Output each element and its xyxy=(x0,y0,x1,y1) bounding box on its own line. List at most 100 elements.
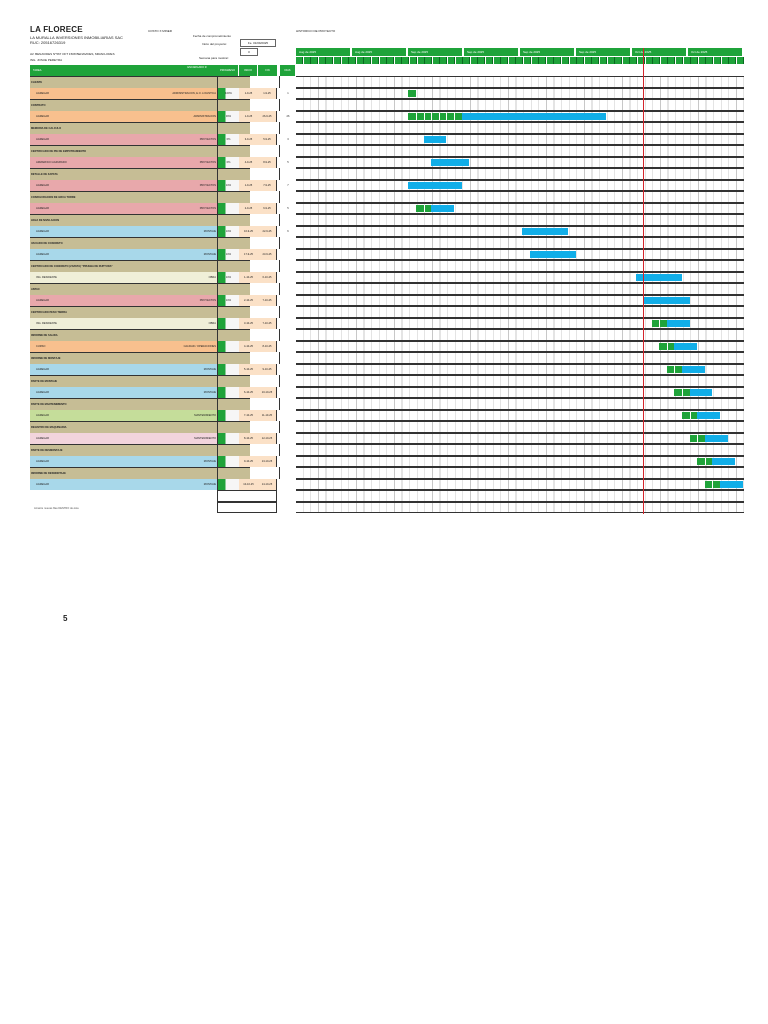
task-start[interactable]: 1-10-25 xyxy=(239,271,258,283)
section-row[interactable]: CONFIGURACION DE GRUA TORRE xyxy=(30,191,744,203)
section-row[interactable]: DETALLE DE ZAPATA xyxy=(30,168,744,180)
task-row[interactable]: AGREGAR MANTENIMIENTO 8-10-25 12-10-25 xyxy=(30,432,744,444)
task-name[interactable]: CURSO xyxy=(30,340,217,352)
progress-bar-pending[interactable] xyxy=(666,319,690,327)
progress-bar-done[interactable] xyxy=(408,89,416,97)
task-name[interactable]: AGREGAR xyxy=(30,294,217,306)
section-row[interactable]: CERTIFICADO DE CONCRETO (ZAPATA) "PRUEBA… xyxy=(30,260,744,272)
task-name[interactable]: AGREGAR xyxy=(30,133,217,145)
progress-bar-pending[interactable] xyxy=(682,365,705,373)
task-name[interactable]: ING. RESIDENTE xyxy=(30,271,217,283)
task-end[interactable]: 5-9-25 xyxy=(258,133,277,145)
task-end[interactable]: 13-10-25 xyxy=(258,455,277,467)
task-start[interactable]: 7-10-25 xyxy=(239,409,258,421)
section-row[interactable]: CLIENTE xyxy=(30,76,744,88)
task-start[interactable]: 6-10-25 xyxy=(239,386,258,398)
task-end[interactable]: 1-9-25 xyxy=(258,87,277,99)
task-row[interactable]: AGREGAR PROYECTOS 10% 2-10-25 7-10-25 xyxy=(30,294,744,306)
task-row[interactable]: AGREGAR PROYECTOS 2-9-25 6-9-25 5 xyxy=(30,202,744,214)
progress-bar-pending[interactable] xyxy=(431,158,470,166)
task-start[interactable]: 2-9-25 xyxy=(239,202,258,214)
progress-bar-pending[interactable] xyxy=(704,434,728,442)
task-end[interactable]: 8-9-25 xyxy=(258,156,277,168)
section-row[interactable]: INFORME DE SALIDA xyxy=(30,329,744,341)
section-row[interactable]: INFORME DE DESMONTAJE xyxy=(30,467,744,479)
task-start[interactable]: 9-10-25 xyxy=(239,455,258,467)
task-row[interactable]: AGREGAR ADMINISTRACION, E.O. LOGISTICA 100… xyxy=(30,87,744,99)
progress-bar-pending[interactable] xyxy=(697,411,720,419)
progress-bar-pending[interactable] xyxy=(461,112,606,120)
task-end[interactable]: 22-9-25 xyxy=(258,225,277,237)
task-row[interactable]: AGREGAR MONTAJE 5-10-25 9-10-25 xyxy=(30,363,744,375)
progress-bar-pending[interactable] xyxy=(720,480,743,488)
task-start[interactable]: 4-9-25 xyxy=(239,156,258,168)
task-name[interactable]: AGREGAR xyxy=(30,478,217,490)
progress-bar-pending[interactable] xyxy=(408,181,462,189)
task-end[interactable]: 6-9-25 xyxy=(258,202,277,214)
task-name[interactable]: AGREGAR xyxy=(30,248,217,260)
task-start[interactable]: 17-9-25 xyxy=(239,248,258,260)
task-start[interactable]: 4-10-25 xyxy=(239,340,258,352)
task-start[interactable]: 10-10-25 xyxy=(239,478,258,490)
section-row[interactable]: ANTAC xyxy=(30,283,744,295)
task-start[interactable]: 8-10-25 xyxy=(239,432,258,444)
task-row[interactable]: ING. RESIDENTE OBRA 3-10-25 7-10-25 xyxy=(30,317,744,329)
task-end[interactable]: 10-10-25 xyxy=(258,386,277,398)
progress-bar-done[interactable] xyxy=(408,112,462,120)
task-row[interactable]: AGREGAR PROYECTOS 10% 1-9-25 7-9-25 7 xyxy=(30,179,744,191)
section-row[interactable]: VACIADO DE CONCRETO xyxy=(30,237,744,249)
task-name[interactable]: AGREGAR xyxy=(30,363,217,375)
progress-bar-pending[interactable] xyxy=(712,457,736,465)
task-end[interactable]: 6-10-25 xyxy=(258,271,277,283)
progress-bar-done[interactable] xyxy=(659,342,675,350)
task-end[interactable]: 12-10-25 xyxy=(258,432,277,444)
task-name[interactable]: AGREGAR xyxy=(30,87,217,99)
task-name[interactable]: AGREGAR xyxy=(30,202,217,214)
task-row[interactable]: AGREGAR MONTAJE 10% 17-9-25 23-9-25 xyxy=(30,248,744,260)
progress-bar-pending[interactable] xyxy=(644,296,690,304)
task-name[interactable]: AGREGAR xyxy=(30,432,217,444)
task-end[interactable]: 7-10-25 xyxy=(258,317,277,329)
section-row[interactable]: HOJA DE NIVELACION xyxy=(30,214,744,226)
task-end[interactable]: 8-10-25 xyxy=(258,340,277,352)
section-row[interactable]: REGISTRO DE MAQUINARIA xyxy=(30,421,744,433)
section-row[interactable]: MEMORIA DE CALCULO xyxy=(30,122,744,134)
task-start[interactable]: 16-9-25 xyxy=(239,225,258,237)
task-name[interactable]: AGREGAR xyxy=(30,409,217,421)
section-row[interactable]: INFORME DE MONTAJE xyxy=(30,352,744,364)
task-name[interactable]: ARMARFICO AGRUPADO xyxy=(30,156,217,168)
task-row[interactable]: ARMARFICO AGRUPADO PROYECTOS 0% 4-9-25 8-9-2… xyxy=(30,156,744,168)
progress-bar-pending[interactable] xyxy=(522,227,568,235)
progress-bar-pending[interactable] xyxy=(423,135,447,143)
task-end[interactable]: 14-10-25 xyxy=(258,478,277,490)
progress-bar-done[interactable] xyxy=(674,388,690,396)
task-row[interactable]: AGREGAR MANTENIMIENTO 7-10-25 11-10-25 xyxy=(30,409,744,421)
task-row[interactable]: AGREGAR ADMINISTRACION 30% 1-9-25 26-9-25 26 xyxy=(30,110,744,122)
task-name[interactable]: AGREGAR xyxy=(30,179,217,191)
task-start[interactable]: 5-10-25 xyxy=(239,363,258,375)
section-row[interactable]: CONTRATO xyxy=(30,99,744,111)
task-end[interactable]: 7-9-25 xyxy=(258,179,277,191)
progress-bar-pending[interactable] xyxy=(689,388,713,396)
progress-bar-pending[interactable] xyxy=(674,342,698,350)
task-name[interactable]: AGREGAR xyxy=(30,110,217,122)
progress-bar-pending[interactable] xyxy=(530,250,576,258)
task-name[interactable]: ING. RESIDENTE xyxy=(30,317,217,329)
task-row[interactable]: AGREGAR PROYECTOS 0% 3-9-25 5-9-25 3 xyxy=(30,133,744,145)
task-end[interactable]: 23-9-25 xyxy=(258,248,277,260)
task-start[interactable]: 1-9-25 xyxy=(239,179,258,191)
task-end[interactable]: 7-10-25 xyxy=(258,294,277,306)
section-row[interactable]: CERTIFICADO DE PIE DE EMPOTRAMIENTO xyxy=(30,145,744,157)
task-end[interactable]: 26-9-25 xyxy=(258,110,277,122)
task-row[interactable]: CURSO CALIDAD / OPERACIONES 4-10-25 8-10-25 xyxy=(30,340,744,352)
commit-date-field[interactable]: Fe. 01/09/2025 xyxy=(240,39,276,47)
task-start[interactable]: 1-9-25 xyxy=(239,110,258,122)
task-name[interactable]: AGREGAR xyxy=(30,455,217,467)
task-row[interactable]: AGREGAR MONTAJE 6-10-25 10-10-25 xyxy=(30,386,744,398)
project-start-field[interactable]: 0 xyxy=(240,48,258,56)
task-end[interactable]: 9-10-25 xyxy=(258,363,277,375)
task-row[interactable]: AGREGAR MONTAJE 10-10-25 14-10-25 xyxy=(30,478,744,490)
task-row[interactable]: AGREGAR MONTAJE 10% 16-9-25 22-9-25 6 xyxy=(30,225,744,237)
section-row[interactable]: CERTIFICADO PESO TIERRA xyxy=(30,306,744,318)
progress-bar-pending[interactable] xyxy=(636,273,682,281)
